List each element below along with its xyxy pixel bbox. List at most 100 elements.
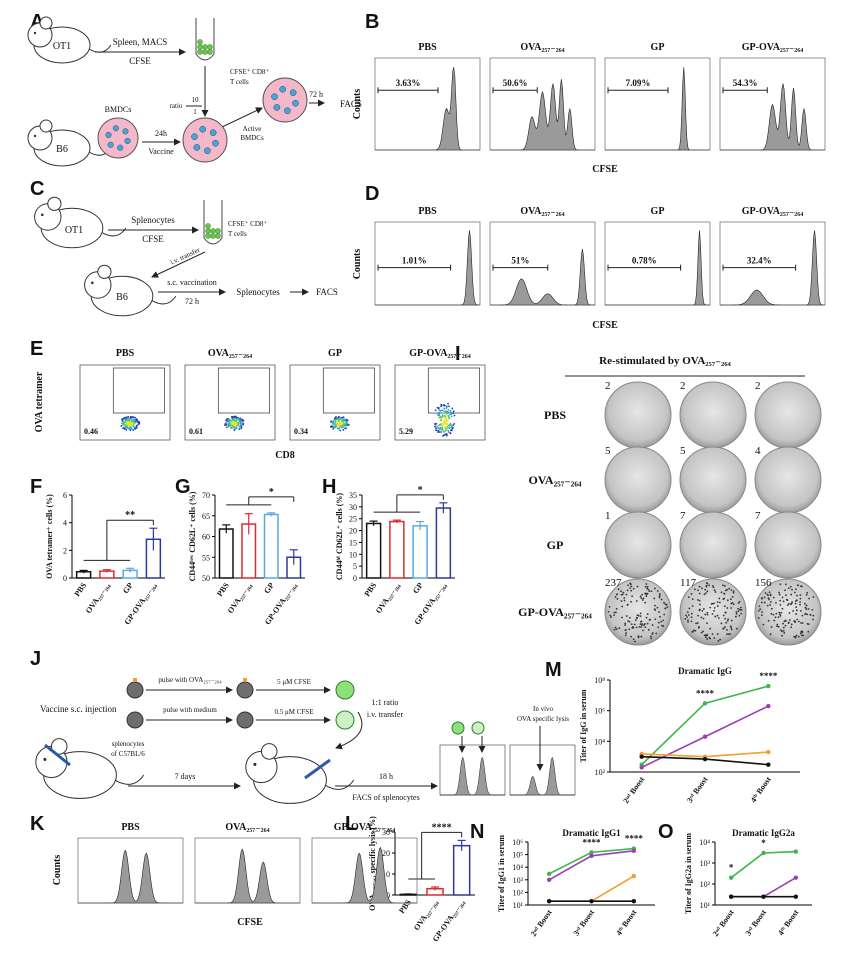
spot	[623, 599, 626, 602]
spot	[646, 587, 649, 590]
spot	[624, 622, 627, 625]
spot	[795, 613, 798, 615]
mouse-ear	[260, 743, 278, 760]
plate	[754, 511, 822, 579]
spot	[610, 616, 612, 618]
spot	[625, 593, 628, 596]
spot	[706, 590, 709, 593]
gate-label: 0.46	[84, 427, 98, 436]
label: Splenocytes	[236, 287, 280, 297]
cell	[273, 104, 281, 111]
flow-gate	[322, 367, 375, 414]
flow-dot	[439, 431, 442, 434]
spot	[791, 588, 793, 591]
flow-dot	[331, 424, 333, 427]
flow-dot	[233, 419, 236, 422]
spot	[730, 602, 733, 605]
cell	[202, 49, 208, 55]
spot	[629, 583, 632, 586]
label: splenocytes	[112, 740, 145, 748]
series-point	[546, 899, 552, 904]
flow-dot	[227, 420, 230, 423]
spot	[738, 608, 741, 611]
flow-dot	[232, 421, 235, 424]
cell	[107, 141, 114, 148]
spot	[757, 609, 760, 612]
cell	[236, 711, 254, 729]
spot	[730, 607, 733, 609]
spot	[702, 608, 705, 610]
spot	[615, 607, 618, 610]
spot-count: 2	[755, 380, 761, 392]
spot	[790, 623, 793, 626]
spot	[795, 588, 797, 591]
flow-dot	[227, 422, 230, 425]
y-tick-label: 0	[63, 574, 67, 583]
flow-dot	[443, 410, 445, 413]
spot	[812, 614, 815, 617]
flow-dot	[451, 407, 454, 410]
flow-dot	[452, 410, 455, 413]
spot-count: 117	[680, 577, 697, 589]
spot	[804, 613, 806, 616]
histogram	[605, 67, 710, 151]
flow-dot	[133, 426, 136, 429]
spot	[666, 606, 669, 609]
spot	[706, 613, 709, 616]
y-tick-label: 10⁶	[512, 838, 523, 847]
spot	[729, 625, 732, 628]
spot	[653, 608, 656, 611]
plate	[679, 511, 747, 579]
flow-dot	[127, 427, 130, 430]
label: ratio	[170, 102, 183, 110]
spot	[635, 616, 638, 619]
x-tick-label: 3ʳᵈ Boost	[744, 908, 769, 938]
y-axis-label: OVA₂₅₇₋₂₆₄ specific lysis (%)	[368, 816, 377, 911]
spot	[615, 628, 618, 631]
x-tick-label: OVA₂₅₇₋₂₆₄	[84, 580, 112, 615]
flow-dot	[437, 429, 440, 432]
spot	[796, 594, 798, 597]
spot	[769, 604, 772, 606]
spot	[734, 615, 737, 618]
flow-dot	[452, 424, 455, 427]
group-header: GP	[651, 206, 665, 217]
histogram	[720, 230, 826, 306]
mouse-ear	[50, 738, 68, 755]
flow-dot	[443, 404, 446, 407]
spot	[712, 586, 715, 589]
spot	[716, 633, 719, 636]
spot	[790, 626, 793, 629]
spot	[800, 630, 803, 633]
spot	[629, 587, 632, 589]
histogram	[375, 230, 481, 306]
spot	[778, 593, 781, 596]
spot	[731, 595, 734, 598]
spot	[661, 624, 663, 627]
antigen	[133, 678, 137, 682]
spot	[631, 626, 634, 629]
spot	[779, 599, 782, 602]
flow-dot	[445, 407, 448, 409]
histogram-frame	[604, 57, 711, 151]
spot	[761, 611, 763, 613]
plate	[604, 446, 672, 514]
spot	[737, 610, 740, 613]
gate-label: 0.78%	[632, 256, 657, 266]
plate	[679, 446, 747, 514]
panel-letter: F	[30, 476, 42, 498]
cell	[292, 99, 299, 107]
flow-frame	[184, 364, 276, 441]
spot	[709, 627, 712, 630]
label: BMDCs	[105, 105, 132, 114]
flow-dot	[121, 419, 124, 422]
spot	[790, 602, 793, 605]
flow-dot	[445, 434, 448, 437]
spot	[647, 628, 650, 631]
spot	[645, 616, 648, 619]
x-tick-label: 2ⁿᵈ Boost	[621, 775, 646, 805]
spot	[784, 589, 786, 592]
y-tick-label: 25	[349, 515, 357, 524]
significance-label: *	[418, 485, 423, 496]
